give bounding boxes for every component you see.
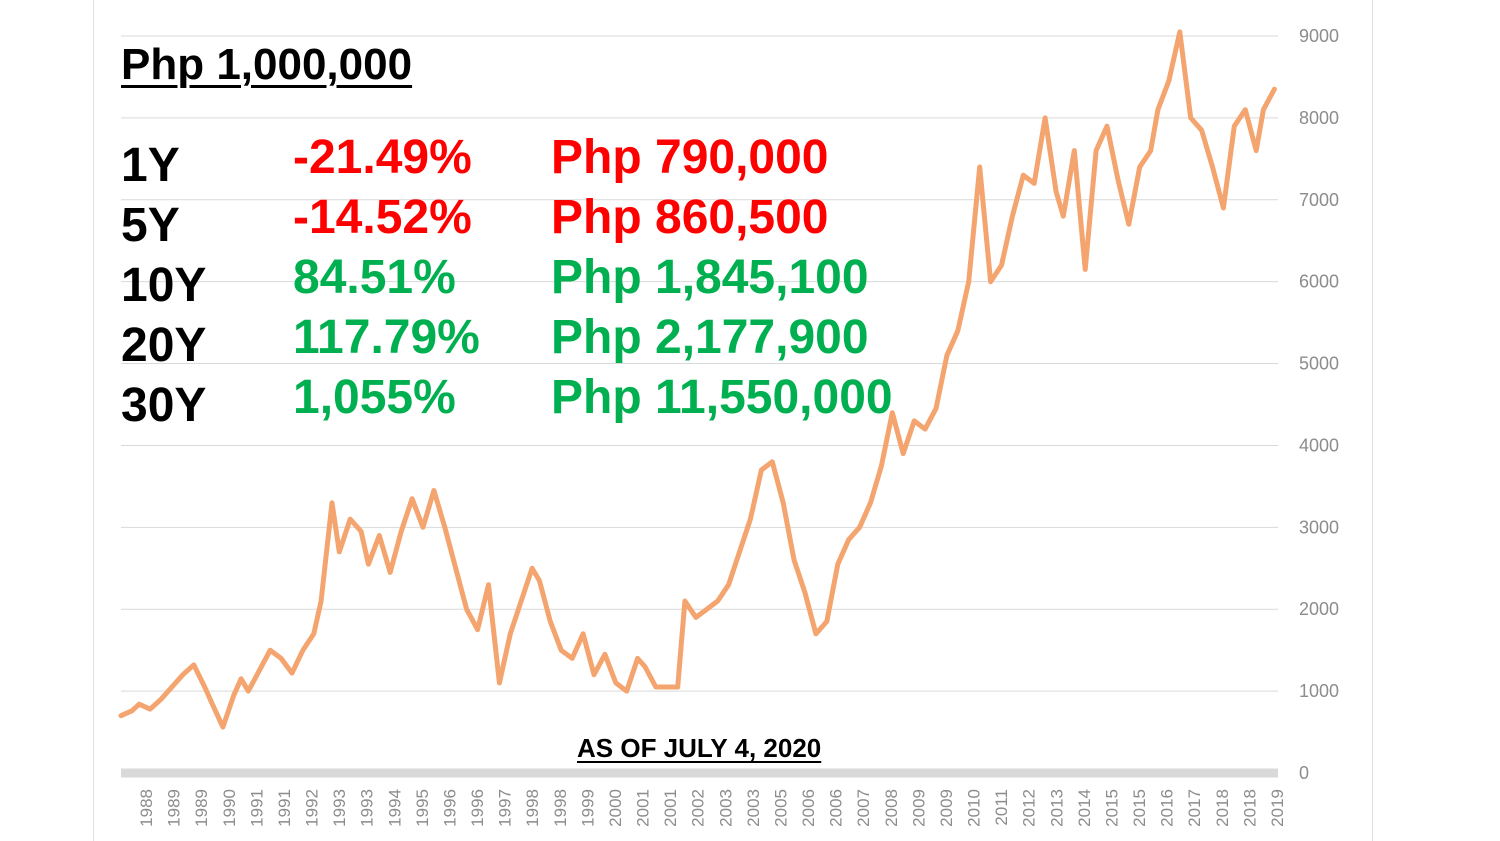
slide-frame [93, 0, 1373, 841]
x-tick-label: 1995 [413, 789, 432, 827]
x-tick-label: 2013 [1047, 789, 1066, 827]
index-price-line [118, 29, 1277, 730]
y-tick-label: 6000 [1299, 272, 1339, 292]
x-tick-label: 2017 [1185, 789, 1204, 827]
x-tick-label: 2006 [827, 789, 846, 827]
x-tick-label: 2007 [854, 789, 873, 827]
resulting-amount: Php 790,000 [551, 131, 829, 184]
chart-grid [121, 35, 1278, 778]
x-tick-label: 1991 [275, 789, 294, 827]
x-tick-label: 1998 [523, 789, 542, 827]
x-tick-label: 1998 [551, 789, 570, 827]
x-tick-label: 1994 [385, 789, 404, 827]
x-tick-label: 2008 [882, 789, 901, 827]
x-tick-label: 2001 [661, 789, 680, 827]
x-tick-label: 1996 [440, 789, 459, 827]
x-tick-label: 2011 [992, 789, 1011, 826]
x-tick-label: 2009 [937, 789, 956, 827]
x-tick-label: 1991 [247, 789, 266, 827]
return-percent: 117.79% [293, 311, 480, 364]
x-tick-label: 1989 [192, 789, 211, 827]
x-tick-label: 2000 [606, 789, 625, 827]
y-tick-label: 7000 [1299, 190, 1339, 210]
x-tick-label: 1997 [496, 789, 515, 827]
x-tick-label: 2003 [744, 789, 763, 827]
y-tick-label: 1000 [1299, 681, 1339, 701]
x-tick-label: 2012 [1020, 789, 1039, 827]
y-tick-label: 8000 [1299, 108, 1339, 128]
resulting-amount: Php 11,550,000 [551, 371, 893, 424]
x-tick-label: 1988 [137, 789, 156, 827]
x-tick-label: 2006 [799, 789, 818, 827]
y-tick-label: 0 [1299, 763, 1309, 783]
x-tick-label: 2003 [716, 789, 735, 827]
x-tick-label: 2014 [1075, 789, 1094, 827]
period-label: 30Y [121, 379, 207, 432]
return-percent: 84.51% [293, 251, 456, 304]
resulting-amount: Php 1,845,100 [551, 251, 869, 304]
y-tick-label: 3000 [1299, 517, 1339, 537]
x-tick-label: 2002 [689, 789, 708, 827]
x-tick-label: 1993 [330, 789, 349, 827]
x-tick-label: 2001 [634, 789, 653, 827]
x-tick-label: 1996 [468, 789, 487, 827]
y-tick-label: 5000 [1299, 354, 1339, 374]
x-tick-label: 2005 [771, 789, 790, 827]
period-label: 1Y [121, 139, 180, 192]
return-percent: -21.49% [293, 131, 472, 184]
return-percent: -14.52% [293, 191, 472, 244]
x-axis-ticks: 1988 1989 1989 1990 1991 1991 1992 1993 1993 1994… [137, 789, 1287, 827]
y-axis-ticks: 0 1000 2000 3000 4000 5000 6000 7000 8000 9000 [1299, 26, 1339, 783]
x-tick-label: 2010 [965, 789, 984, 827]
y-tick-label: 4000 [1299, 435, 1339, 455]
x-tick-label: 1993 [358, 789, 377, 827]
resulting-amount: Php 2,177,900 [551, 311, 869, 364]
x-tick-label: 2016 [1158, 789, 1177, 827]
x-tick-label: 2015 [1130, 789, 1149, 827]
x-tick-label: 1992 [303, 789, 322, 827]
x-tick-label: 2009 [909, 789, 928, 827]
y-tick-label: 9000 [1299, 26, 1339, 46]
x-tick-label: 2015 [1102, 789, 1121, 827]
as-of-date: AS OF JULY 4, 2020 [577, 733, 822, 763]
x-tick-label: 2019 [1268, 789, 1287, 827]
return-percent: 1,055% [293, 371, 456, 424]
period-label: 10Y [121, 259, 207, 312]
x-tick-label: 1999 [578, 789, 597, 827]
period-label: 5Y [121, 199, 180, 252]
x-tick-label: 1989 [165, 789, 184, 827]
resulting-amount: Php 860,500 [551, 191, 829, 244]
x-tick-label: 2018 [1240, 789, 1259, 827]
y-tick-label: 2000 [1299, 599, 1339, 619]
chart-series [118, 29, 1277, 730]
x-tick-label: 1990 [220, 789, 239, 827]
period-label: 20Y [121, 319, 207, 372]
x-tick-label: 2018 [1213, 789, 1232, 827]
investment-amount-headline: Php 1,000,000 [121, 40, 413, 89]
